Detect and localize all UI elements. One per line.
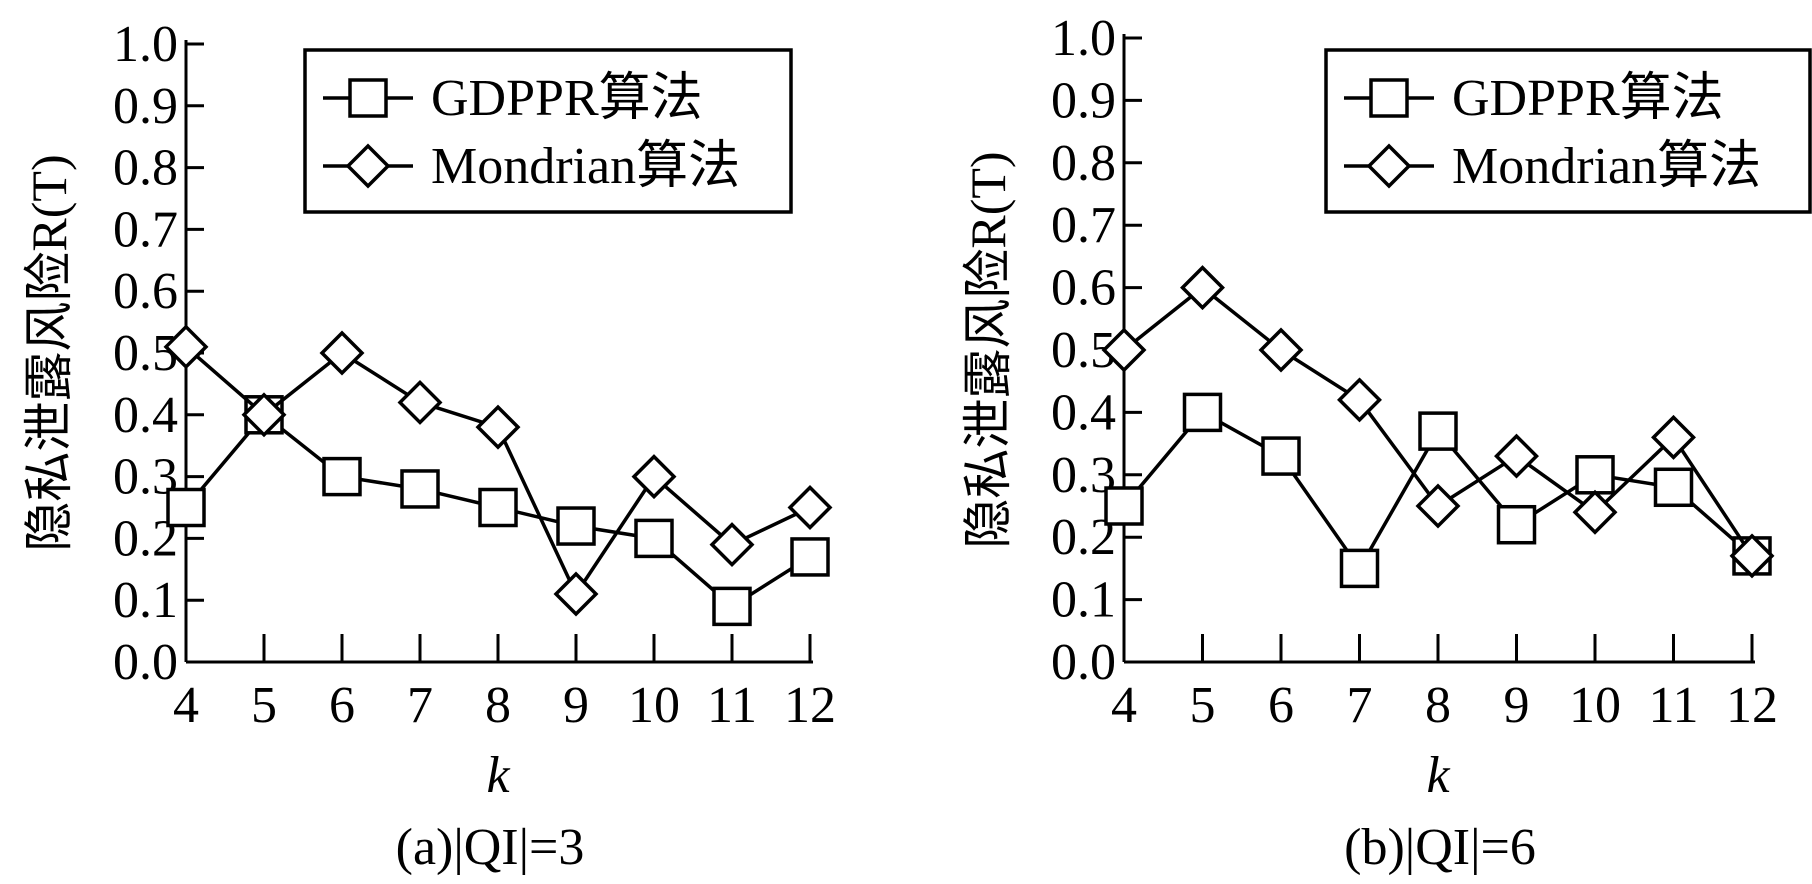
y-tick-label: 0.6	[113, 263, 178, 320]
y-tick-label: 0.1	[113, 572, 178, 629]
x-tick-label: 9	[1504, 677, 1530, 734]
data-point	[1180, 265, 1225, 311]
y-tick-label: 1.0	[113, 16, 178, 73]
legend-label: Mondrian算法	[1452, 138, 1761, 195]
legend-label: Mondrian算法	[431, 138, 740, 195]
legend-marker-diamond	[1366, 143, 1412, 189]
legend-label: GDPPR算法	[431, 70, 703, 127]
data-point	[709, 522, 755, 568]
y-tick-label: 0.9	[113, 78, 178, 135]
x-tick-label: 11	[1648, 677, 1698, 734]
x-tick-label: 6	[1268, 677, 1294, 734]
x-tick-label: 12	[784, 677, 836, 734]
y-tick-label: 0.0	[113, 634, 178, 691]
data-point	[553, 571, 599, 617]
data-point	[1575, 455, 1615, 495]
data-point	[634, 518, 674, 559]
x-tick-label: 4	[173, 677, 199, 734]
legend-marker-square	[1369, 78, 1409, 118]
y-tick-label: 0.8	[1051, 135, 1116, 192]
data-point	[163, 324, 209, 370]
series-line	[184, 345, 811, 598]
x-tick-label: 8	[485, 677, 511, 734]
y-tick-label: 0.7	[1051, 197, 1116, 254]
y-tick-label: 0.7	[113, 201, 178, 258]
data-point	[556, 506, 596, 546]
data-point	[1261, 436, 1301, 476]
data-point	[166, 487, 206, 528]
series-gdppr	[166, 395, 830, 627]
x-tick-label: 9	[563, 677, 589, 734]
data-point	[397, 379, 443, 425]
legend: GDPPR算法 Mondrian算法	[1324, 48, 1812, 214]
data-point	[1572, 489, 1618, 535]
data-point	[1729, 533, 1775, 579]
x-axis-label: k	[486, 747, 510, 804]
y-tick-label: 0.6	[1051, 260, 1116, 317]
data-point	[1182, 392, 1223, 433]
x-tick-label: 6	[329, 677, 355, 734]
x-tick-label: 10	[1569, 677, 1621, 734]
legend-marker-diamond	[345, 143, 391, 189]
x-tick-label: 12	[1726, 677, 1778, 734]
chart-panel-a: 0.00.10.20.30.40.50.60.70.80.91.04 5 6 7 8 9 1…	[21, 16, 836, 876]
data-point	[1415, 483, 1461, 529]
data-point	[1494, 433, 1539, 479]
data-point	[475, 404, 521, 450]
y-tick-label: 0.1	[1051, 572, 1116, 629]
data-point	[1104, 486, 1144, 526]
x-tick-label: 7	[407, 677, 433, 734]
data-point	[631, 454, 677, 500]
data-point	[400, 469, 440, 509]
y-tick-label: 1.0	[1051, 10, 1116, 67]
y-axis-label: 隐私泄露风险R(T)	[21, 154, 77, 551]
x-tick-label: 4	[1111, 677, 1137, 734]
series-mondrian	[163, 324, 833, 617]
series-mondrian	[1101, 265, 1775, 579]
series-gdppr	[1104, 392, 1772, 589]
chart-panel-b: 0.00.10.20.30.40.50.60.70.80.91.04 5 6 7 8 9 1…	[960, 10, 1812, 876]
data-point	[322, 456, 362, 497]
legend-label: GDPPR算法	[1452, 70, 1724, 127]
data-point	[790, 537, 830, 577]
y-tick-label: 0.9	[1051, 72, 1116, 129]
data-point	[1337, 377, 1382, 423]
legend: GDPPR算法 Mondrian算法	[303, 48, 793, 214]
x-tick-label: 5	[251, 677, 277, 734]
x-axis-label: k	[1426, 747, 1450, 804]
data-point	[787, 485, 833, 530]
data-point	[1418, 411, 1458, 451]
x-tick-label: 10	[628, 677, 680, 734]
x-tick-label: 7	[1347, 677, 1373, 734]
data-point	[241, 392, 287, 438]
panel-caption: (b)|QI|=6	[1344, 819, 1536, 876]
x-tick-label: 11	[707, 677, 757, 734]
legend-marker-square	[348, 78, 388, 118]
y-tick-label: 0.4	[113, 387, 178, 444]
y-tick-label: 0.5	[113, 325, 178, 382]
panel-caption: (a)|QI|=3	[396, 819, 585, 876]
y-tick-label: 0.0	[1051, 634, 1116, 691]
y-tick-label: 0.4	[1051, 384, 1116, 441]
data-point	[1653, 467, 1694, 508]
data-point	[1339, 548, 1380, 589]
data-point	[712, 586, 752, 627]
x-tick-label: 8	[1425, 677, 1451, 734]
data-point	[1101, 327, 1147, 373]
legend-box	[1324, 48, 1812, 214]
y-axis-label: 隐私泄露风险R(T)	[960, 151, 1016, 548]
data-point	[1651, 414, 1696, 460]
data-point	[1258, 327, 1304, 373]
data-point	[478, 487, 518, 528]
y-tick-label: 0.8	[113, 140, 178, 197]
x-tick-label: 5	[1190, 677, 1216, 734]
data-point	[319, 330, 365, 376]
legend-box	[303, 48, 793, 214]
data-point	[1496, 504, 1537, 545]
